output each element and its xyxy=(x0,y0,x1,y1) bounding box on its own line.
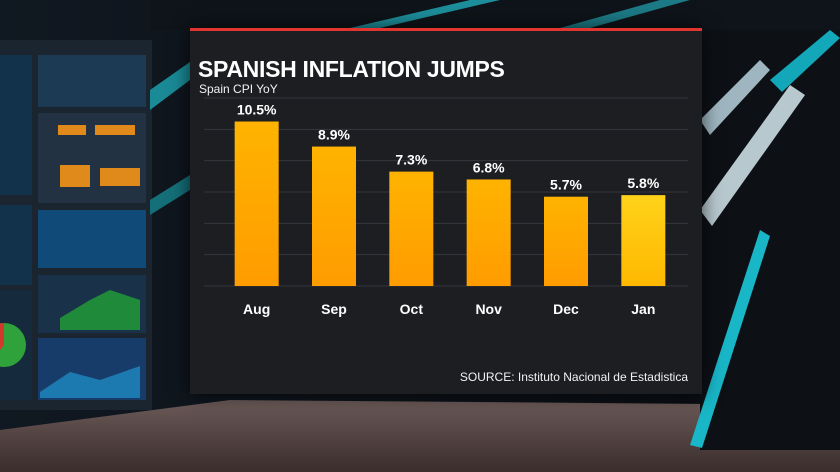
studio-floor xyxy=(0,400,840,472)
chart-subtitle: Spain CPI YoY xyxy=(199,82,278,96)
bar-oct xyxy=(389,171,434,286)
tick-label-aug: Aug xyxy=(243,301,270,317)
value-label-aug: 10.5% xyxy=(237,102,277,118)
tick-label-oct: Oct xyxy=(400,301,424,317)
tick-label-sep: Sep xyxy=(321,301,347,317)
bar-aug xyxy=(234,121,279,286)
bar-nov xyxy=(466,179,511,286)
bar-sep xyxy=(312,146,356,286)
value-label-nov: 6.8% xyxy=(473,159,505,175)
tick-label-jan: Jan xyxy=(631,301,655,317)
tick-label-dec: Dec xyxy=(553,301,579,317)
bar-jan xyxy=(621,195,666,286)
bars xyxy=(234,121,666,286)
chart-panel: SPANISH INFLATION JUMPS Spain CPI YoY 10… xyxy=(190,28,702,394)
value-label-sep: 8.9% xyxy=(318,127,350,143)
bar-dec xyxy=(544,196,588,286)
bar-chart: 10.5% 8.9% 7.3% 6.8% 5.7% 5.8% Aug Sep Oct Nov De… xyxy=(204,97,688,317)
gridlines xyxy=(204,97,688,287)
accent-line xyxy=(190,28,702,31)
x-axis-tick-labels: Aug Sep Oct Nov Dec Jan xyxy=(243,301,655,317)
value-label-oct: 7.3% xyxy=(395,152,427,168)
tick-label-nov: Nov xyxy=(475,301,502,317)
value-label-jan: 5.8% xyxy=(627,175,659,191)
chart-title: SPANISH INFLATION JUMPS xyxy=(198,56,505,82)
source-note: SOURCE: Instituto Nacional de Estadistic… xyxy=(459,370,688,384)
value-label-dec: 5.7% xyxy=(550,177,582,193)
value-labels: 10.5% 8.9% 7.3% 6.8% 5.7% 5.8% xyxy=(237,102,660,193)
